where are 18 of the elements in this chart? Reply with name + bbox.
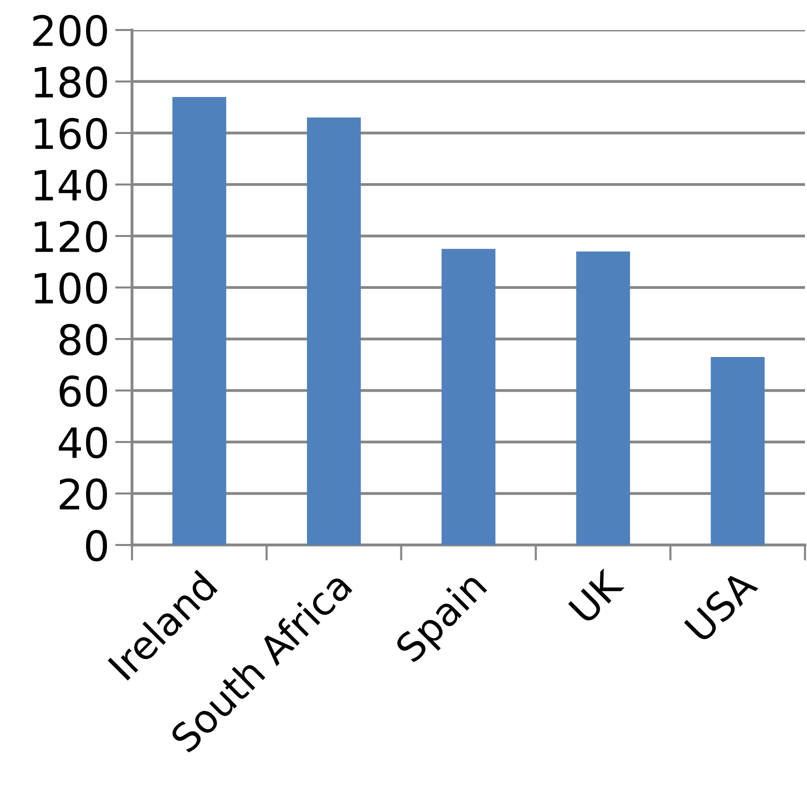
bar: [710, 357, 765, 545]
y-tick-label: 160: [34, 118, 108, 150]
y-tick-label: 0: [86, 530, 108, 562]
bar: [442, 248, 496, 545]
bar: [172, 96, 226, 545]
x-tick-label: USA: [684, 568, 759, 644]
x-tick-label: UK: [568, 567, 625, 624]
y-tick-label: 20: [60, 478, 108, 510]
y-tick-label: 100: [34, 272, 108, 304]
y-tick-label: 200: [33, 14, 108, 46]
bar: [576, 251, 630, 545]
bar: [306, 118, 361, 545]
y-tick-label: 120: [34, 220, 108, 252]
y-tick-label: 60: [60, 375, 108, 407]
y-tick-label: 140: [34, 169, 108, 201]
y-tick-label: 40: [58, 426, 108, 458]
y-tick-label: 180: [34, 66, 108, 98]
y-tick-label: 80: [60, 324, 108, 356]
